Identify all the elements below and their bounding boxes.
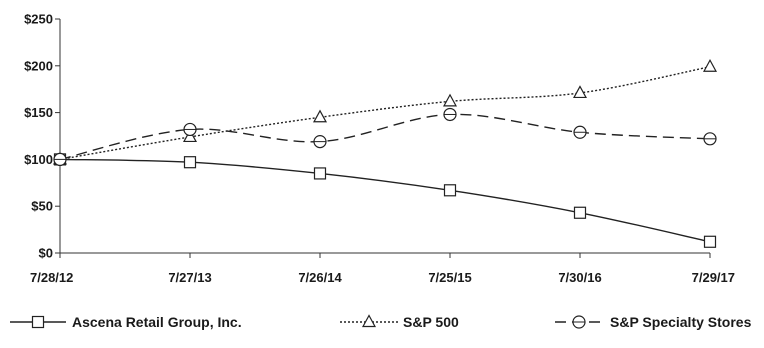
data-point-2-5 xyxy=(703,132,717,146)
data-point-2-4 xyxy=(573,125,587,139)
legend-item-1: S&P 500 xyxy=(340,314,459,330)
data-point-2-0 xyxy=(53,152,67,166)
data-point-2-3 xyxy=(443,107,457,122)
data-point-0-1 xyxy=(183,156,197,169)
x-tick-label: 7/25/15 xyxy=(428,270,471,285)
legend-label: Ascena Retail Group, Inc. xyxy=(72,314,242,330)
legend-marker xyxy=(572,315,586,329)
series-line-2 xyxy=(59,113,711,161)
y-tick-label: $100 xyxy=(24,152,53,167)
chart-axes: $0 $50 $100 $150 $200 $250 7/28/12 7/27/13 7/26/… xyxy=(24,12,735,286)
y-tick-label: $0 xyxy=(39,246,53,261)
x-tick-label: 7/27/13 xyxy=(168,270,211,285)
data-point-0-3 xyxy=(443,184,457,197)
legend-marker xyxy=(31,315,45,329)
y-tick-label: $150 xyxy=(24,105,53,120)
legend-label: S&P Specialty Stores xyxy=(610,314,752,330)
y-tick-label: $200 xyxy=(24,58,53,73)
y-tick-label: $250 xyxy=(24,12,53,27)
x-tick-label: 7/28/12 xyxy=(30,270,73,285)
series-markers xyxy=(52,58,718,248)
data-point-2-2 xyxy=(313,135,327,149)
data-point-0-5 xyxy=(703,235,717,248)
legend-item-0: Ascena Retail Group, Inc. xyxy=(10,314,242,330)
legend-label: S&P 500 xyxy=(403,314,459,330)
series-line-0 xyxy=(59,158,711,243)
data-point-1-4 xyxy=(572,85,588,99)
y-tick-label: $50 xyxy=(31,199,53,214)
legend-marker xyxy=(361,314,377,328)
series-lines xyxy=(59,66,711,243)
series-line-1 xyxy=(59,66,711,161)
data-point-2-1 xyxy=(183,122,197,137)
chart-legend: Ascena Retail Group, Inc. S&P 500 S&P Spec… xyxy=(10,314,752,330)
data-point-0-2 xyxy=(313,167,327,180)
data-point-0-4 xyxy=(573,206,587,219)
legend-item-2: S&P Specialty Stores xyxy=(555,314,752,330)
x-tick-label: 7/29/17 xyxy=(692,270,735,285)
data-point-1-2 xyxy=(312,109,328,123)
data-point-1-5 xyxy=(702,58,718,72)
x-tick-label: 7/30/16 xyxy=(558,270,601,285)
data-point-1-3 xyxy=(442,93,458,107)
x-tick-label: 7/26/14 xyxy=(298,270,342,285)
